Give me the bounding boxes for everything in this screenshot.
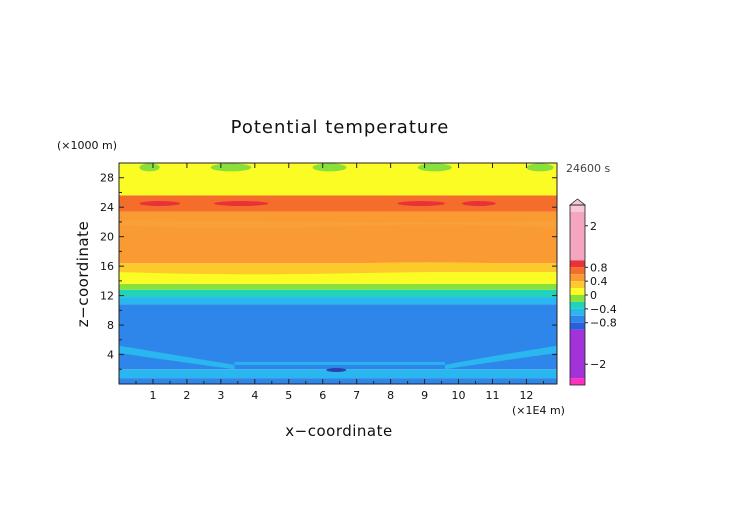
- x-tick-label: 4: [251, 389, 258, 402]
- y-tick-label: 8: [107, 319, 114, 332]
- colorbar-band: [570, 295, 585, 302]
- time-label: 24600 s: [566, 162, 610, 175]
- x-tick-label: 2: [183, 389, 190, 402]
- colorbar-label: −2: [590, 358, 606, 371]
- contour-layer: [119, 297, 557, 305]
- contour-band: [119, 220, 557, 229]
- x-axis-label: x−coordinate: [285, 422, 392, 440]
- x-tick-label: 6: [319, 389, 326, 402]
- y-tick-label: 20: [100, 231, 114, 244]
- x-tick-label: 9: [421, 389, 428, 402]
- x-tick-label: 12: [519, 389, 533, 402]
- y-unit-label: (×1000 m): [57, 139, 117, 152]
- x-tick-label: 10: [452, 389, 466, 402]
- contour-patch: [461, 201, 496, 207]
- colorbar-band: [570, 288, 585, 295]
- x-tick-label: 11: [485, 389, 499, 402]
- x-tick-label: 7: [353, 389, 360, 402]
- contour-band: [119, 345, 235, 370]
- y-tick-label: 28: [100, 172, 114, 185]
- colorbar-band: [570, 378, 585, 385]
- x-axis: 1 2 3 4 5 6 7 8 9 10 11 12: [135, 163, 544, 402]
- colorbar-label: 0: [590, 289, 597, 302]
- contour-layer: [119, 283, 557, 290]
- colorbar-band: [570, 308, 585, 316]
- contour-layer: [119, 195, 557, 212]
- colorbar-extend-arrow: [568, 198, 587, 206]
- x-tick-label: 3: [217, 389, 224, 402]
- contour-band: [444, 345, 557, 370]
- colorbar-band: [570, 205, 585, 212]
- colorbar-label: 2: [590, 220, 597, 233]
- colorbar-band: [570, 301, 585, 309]
- contour-band: [119, 262, 557, 275]
- contour-patch: [139, 163, 160, 172]
- colorbar-label: −0.4: [590, 303, 617, 316]
- contour-patch: [312, 163, 347, 172]
- contour-layer: [119, 289, 557, 298]
- y-tick-label: 24: [100, 201, 114, 214]
- colorbar-label: 0.8: [590, 261, 608, 274]
- y-axis-label: z−coordinate: [74, 221, 92, 327]
- x-tick-label: 1: [149, 389, 156, 402]
- contour-patch: [397, 201, 445, 207]
- contour-band: [234, 361, 445, 365]
- colorbar-label: 0.4: [590, 275, 608, 288]
- y-axis: 4 8 12 16 20 24 28: [100, 172, 557, 370]
- contour-patch: [526, 163, 554, 172]
- x-unit-label: (×1E4 m): [512, 404, 565, 417]
- colorbar-band: [570, 315, 585, 323]
- colorbar-band: [570, 322, 585, 330]
- colorbar-band: [570, 329, 585, 379]
- y-tick-label: 16: [100, 260, 114, 273]
- contour-patch: [139, 201, 181, 207]
- contour-layer: [119, 378, 557, 384]
- contour-patch: [210, 163, 252, 172]
- contour-patch: [214, 201, 269, 207]
- contour-patch: [326, 368, 347, 373]
- contour-layer: [119, 272, 557, 284]
- colorbar-label: −0.8: [590, 317, 617, 330]
- colorbar-band: [570, 281, 585, 289]
- y-tick-label: 12: [100, 290, 114, 303]
- colorbar: 2 0.80.40−0.4−0.8 −2: [568, 198, 617, 386]
- colorbar-band: [570, 267, 585, 275]
- colorbar-band: [570, 211, 585, 261]
- plot-frame: [118, 162, 558, 385]
- x-tick-label: 8: [387, 389, 394, 402]
- colorbar-band: [570, 274, 585, 282]
- chart-title: Potential temperature: [231, 117, 450, 138]
- contour-layer: [119, 211, 557, 264]
- y-tick-label: 4: [107, 349, 114, 362]
- x-tick-label: 5: [285, 389, 292, 402]
- contour-layer: [119, 369, 557, 379]
- contour-patch: [417, 163, 452, 172]
- colorbar-band: [570, 260, 585, 268]
